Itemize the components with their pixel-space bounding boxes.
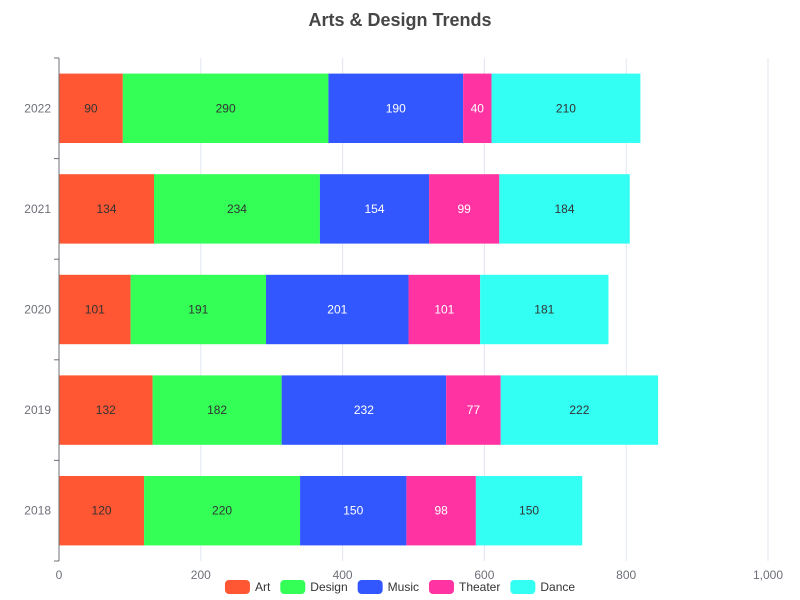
bar-segment — [480, 274, 609, 345]
data-label: 90 — [84, 101, 98, 115]
legend-swatch — [357, 580, 383, 594]
data-label: 40 — [471, 101, 485, 115]
legend-swatch — [429, 580, 454, 594]
x-tick-label: 1,000 — [753, 568, 783, 582]
data-label: 101 — [434, 303, 454, 317]
legend-swatch — [510, 580, 536, 594]
bar-segment — [130, 274, 267, 345]
legend-layer: Art Design Music Theater Dance — [224, 580, 575, 594]
data-label: 181 — [534, 303, 554, 317]
bar-segment — [59, 475, 145, 546]
bar-segment — [463, 73, 492, 144]
legend-swatch — [224, 580, 250, 594]
data-label: 98 — [434, 504, 448, 518]
data-label: 222 — [569, 403, 589, 417]
data-label: 99 — [458, 202, 472, 216]
y-tick-label: 2020 — [24, 303, 51, 317]
x-tick-label: 200 — [191, 568, 211, 582]
data-label: 120 — [92, 504, 112, 518]
bar-segment — [328, 73, 464, 144]
data-label: 232 — [354, 403, 374, 417]
data-label: 182 — [207, 403, 227, 417]
legend-label: Dance — [540, 580, 575, 594]
bar-segment — [154, 174, 320, 244]
data-label: 150 — [519, 504, 539, 518]
x-tick-label: 600 — [474, 568, 494, 582]
bar-segment — [59, 174, 155, 244]
data-label: 210 — [556, 101, 576, 115]
data-label: 220 — [212, 504, 232, 518]
bar-segment — [491, 73, 641, 144]
bar-segment — [475, 475, 583, 546]
data-label: 101 — [85, 303, 105, 317]
bar-segment — [59, 375, 153, 445]
data-label: 201 — [327, 303, 347, 317]
bar-segment — [281, 375, 447, 445]
bar-segment — [406, 475, 476, 546]
bar-segment — [300, 475, 407, 546]
legend-label: Music — [388, 580, 419, 594]
x-tick-label: 400 — [333, 568, 353, 582]
bar-segment — [429, 174, 500, 244]
bar-segment — [144, 475, 301, 546]
data-label: 234 — [227, 202, 247, 216]
legend-label: Theater — [459, 580, 500, 594]
legend-swatch — [280, 580, 306, 594]
bar-segment — [499, 174, 630, 244]
data-label: 290 — [216, 101, 236, 115]
bar-segment — [59, 73, 123, 144]
bar-segment — [266, 274, 409, 345]
y-tick-label: 2021 — [24, 202, 51, 216]
bar-segment — [319, 174, 430, 244]
axis-layer: 0 200 400 600 800 1,000 2018 2019 2020 2021 2022 — [24, 57, 783, 582]
legend-label: Design — [310, 580, 347, 594]
data-label: 150 — [343, 504, 363, 518]
legend-label: Art — [255, 580, 271, 594]
y-tick-label: 2018 — [24, 504, 51, 518]
bar-segment — [500, 375, 659, 445]
bar-segment — [446, 375, 501, 445]
y-tick-label: 2019 — [24, 403, 51, 417]
data-label: 77 — [467, 403, 481, 417]
bars-layer: 120 220 150 98 150 132 182 232 77 222 101 191 201 101… — [59, 73, 659, 546]
data-label: 184 — [555, 202, 575, 216]
bar-segment — [59, 274, 131, 345]
y-tick-label: 2022 — [24, 101, 51, 115]
data-label: 154 — [364, 202, 384, 216]
x-tick-label: 800 — [616, 568, 636, 582]
x-tick-label: 0 — [56, 568, 63, 582]
bar-segment — [122, 73, 329, 144]
data-label: 134 — [96, 202, 116, 216]
chart-title: Arts & Design Trends — [308, 10, 492, 30]
data-label: 191 — [188, 303, 208, 317]
bar-segment — [408, 274, 481, 345]
bar-segment — [152, 375, 282, 445]
data-label: 132 — [96, 403, 116, 417]
data-label: 190 — [386, 101, 406, 115]
